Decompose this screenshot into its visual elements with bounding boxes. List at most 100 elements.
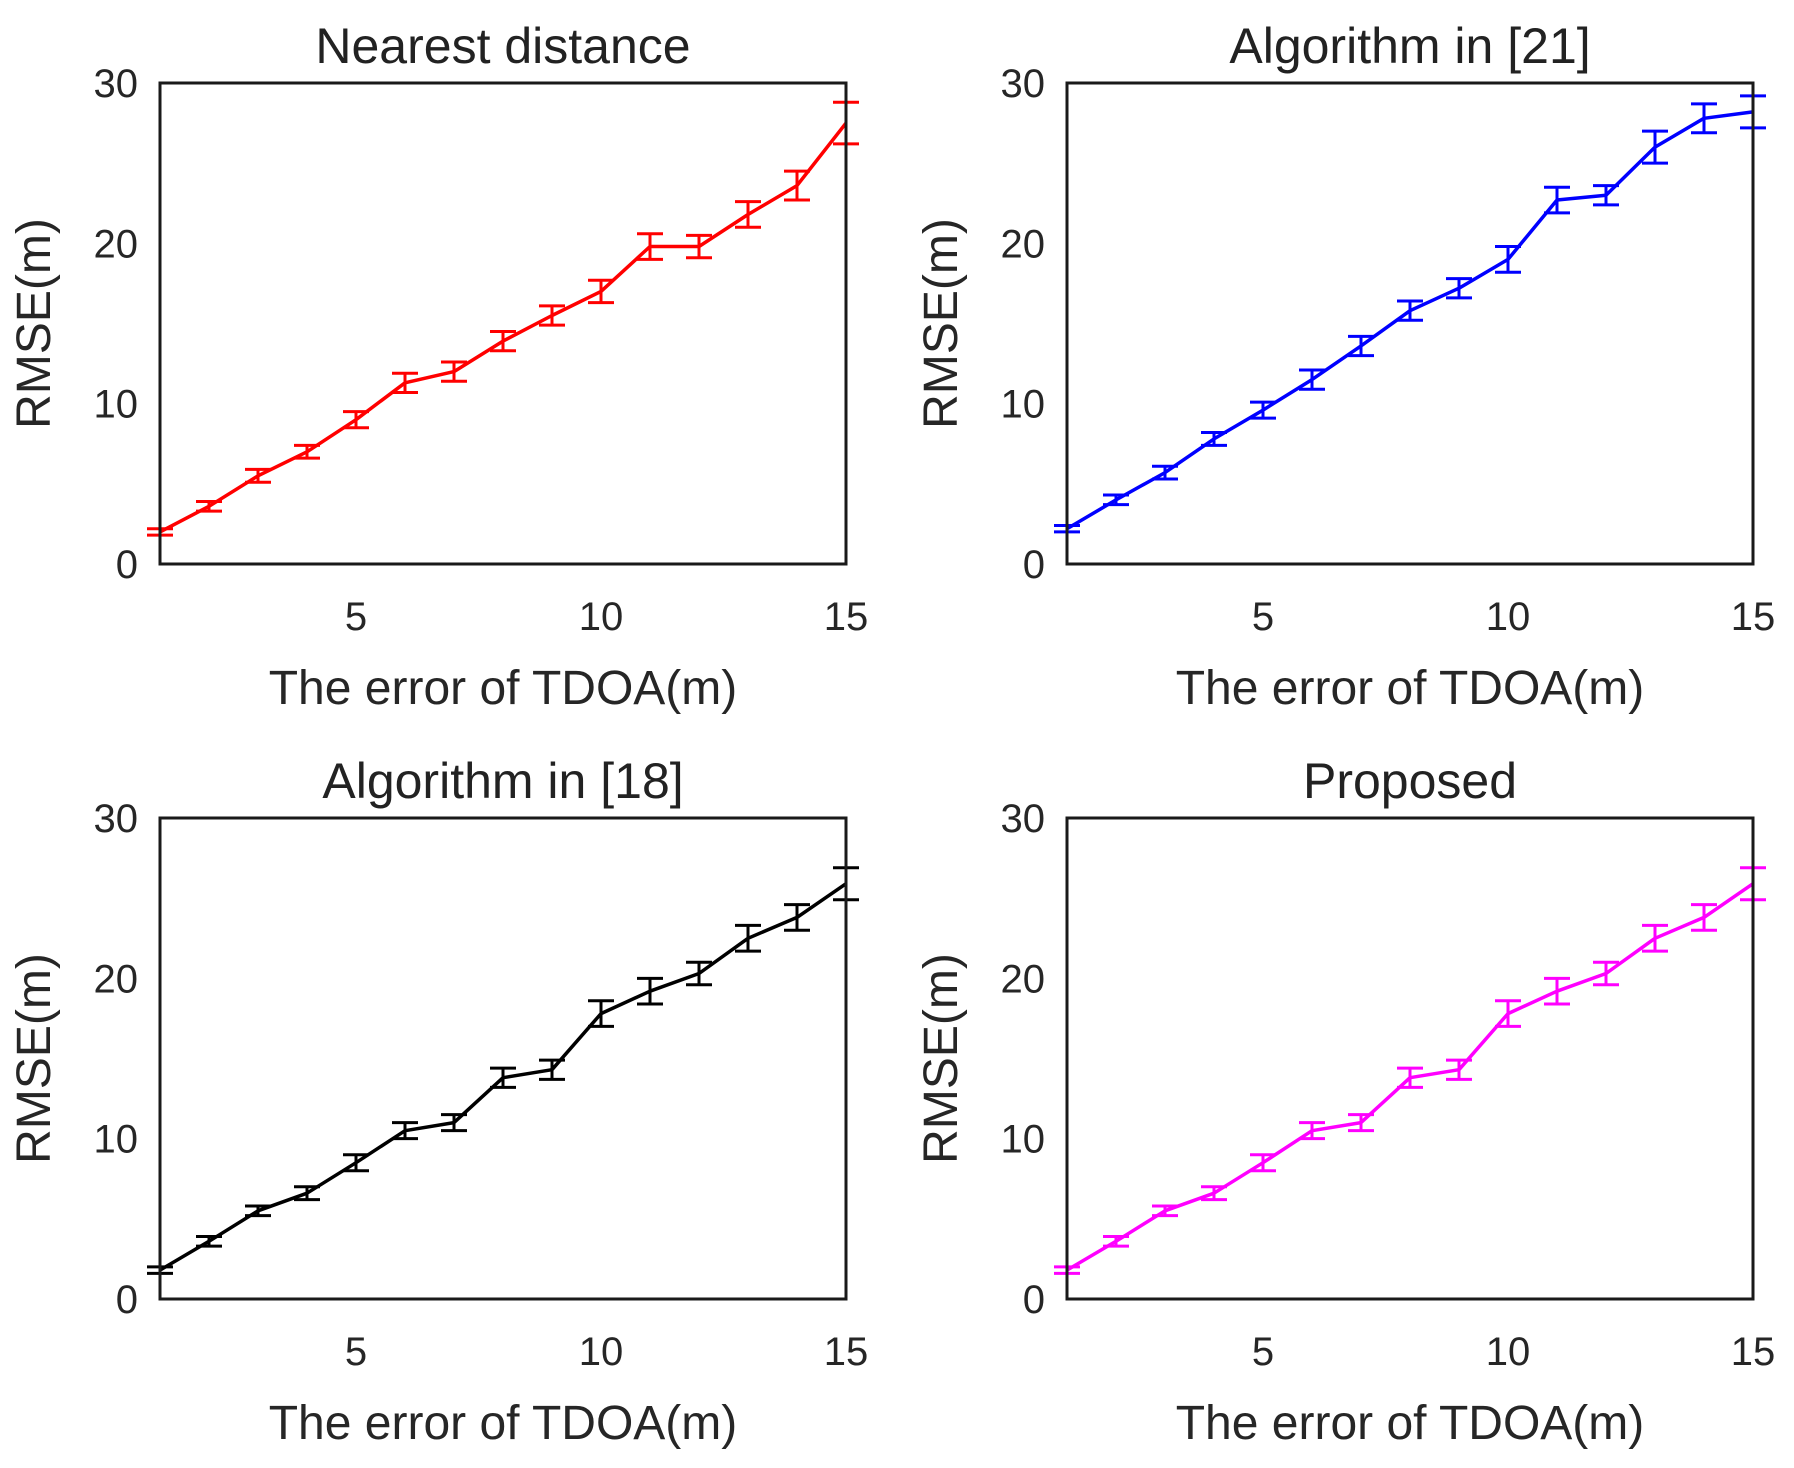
plot-frame xyxy=(1065,81,1755,566)
plot-frame xyxy=(158,81,848,566)
chart-title: Algorithm in [18] xyxy=(322,753,683,809)
error-bar-point xyxy=(588,999,614,1028)
x-tick-label: 10 xyxy=(579,595,624,639)
error-bar-point xyxy=(1446,277,1472,300)
x-axis-label: The error of TDOA(m) xyxy=(1176,662,1645,715)
error-bar-point xyxy=(1299,368,1325,391)
error-bar-point xyxy=(1152,464,1178,481)
error-bar-point xyxy=(1446,1058,1472,1081)
error-bar-point xyxy=(1152,1204,1178,1218)
error-bar-point xyxy=(1495,999,1521,1028)
chart-panel-algorithm-in-21: Algorithm in [21] 0 10 20 30 5 10 15 The error o… xyxy=(915,18,1775,715)
error-bar-point xyxy=(441,360,467,383)
error-bar-point xyxy=(1544,976,1570,1006)
y-tick-label: 20 xyxy=(94,222,139,266)
error-bar-point xyxy=(539,1058,565,1081)
error-bar-point xyxy=(784,169,810,202)
error-bar-point xyxy=(1201,431,1227,447)
error-bar-point xyxy=(196,499,222,513)
y-axis-label: RMSE(m) xyxy=(915,953,968,1164)
error-bar-point xyxy=(196,1234,222,1248)
x-tick-label: 15 xyxy=(824,1330,869,1374)
error-bar-point xyxy=(1397,299,1423,322)
chart-panel-proposed: Proposed 0 10 20 30 5 10 15 The error of TDOA(m)… xyxy=(915,753,1775,1450)
x-axis-label: The error of TDOA(m) xyxy=(269,1397,738,1450)
chart-panel-nearest-distance: Nearest distance 0 10 20 30 5 10 15 The error of… xyxy=(8,18,868,715)
error-bar-point xyxy=(588,278,614,305)
error-bar-point xyxy=(1593,960,1619,987)
error-bar-point xyxy=(1201,1185,1227,1202)
error-bar-point xyxy=(343,410,369,430)
error-bar-point xyxy=(637,976,663,1006)
error-bar-point xyxy=(490,1066,516,1089)
y-tick-label: 20 xyxy=(94,957,139,1001)
error-bar-point xyxy=(1103,493,1129,507)
error-bar-point xyxy=(1642,923,1668,953)
x-tick-label: 15 xyxy=(824,595,869,639)
x-tick-label: 5 xyxy=(345,1330,367,1374)
error-bar-point xyxy=(1299,1121,1325,1141)
error-bar-point xyxy=(245,467,271,484)
error-bar-point xyxy=(1495,245,1521,274)
y-tick-label: 0 xyxy=(1023,1278,1045,1322)
error-bar-point xyxy=(539,304,565,327)
x-axis-label: The error of TDOA(m) xyxy=(269,662,738,715)
error-bar-point xyxy=(1691,102,1717,135)
error-bar-point xyxy=(1691,903,1717,932)
x-tick-label: 10 xyxy=(1486,595,1531,639)
error-bar-point xyxy=(294,443,320,460)
error-bar-point xyxy=(1348,334,1374,358)
y-tick-label: 10 xyxy=(1001,383,1046,427)
y-tick-label: 10 xyxy=(94,1118,139,1162)
plot-frame xyxy=(1065,816,1755,1301)
y-tick-label: 0 xyxy=(116,543,138,587)
error-bar-point xyxy=(1103,1234,1129,1248)
chart-panel-algorithm-in-18: Algorithm in [18] 0 10 20 30 5 10 15 The error o… xyxy=(8,753,868,1450)
chart-title: Proposed xyxy=(1303,753,1517,809)
chart-title: Nearest distance xyxy=(315,18,690,74)
y-tick-label: 0 xyxy=(116,1278,138,1322)
x-tick-label: 5 xyxy=(1252,1330,1274,1374)
y-tick-label: 10 xyxy=(1001,1118,1046,1162)
y-tick-label: 20 xyxy=(1001,222,1046,266)
error-bar-point xyxy=(392,371,418,394)
error-bar-point xyxy=(735,200,761,229)
error-bar-point xyxy=(1397,1066,1423,1089)
error-bar-point xyxy=(392,1121,418,1141)
error-bar-point xyxy=(441,1113,467,1133)
chart-title: Algorithm in [21] xyxy=(1229,18,1590,74)
x-tick-label: 5 xyxy=(1252,595,1274,639)
error-bar-point xyxy=(1544,185,1570,215)
x-tick-label: 10 xyxy=(579,1330,624,1374)
x-tick-label: 5 xyxy=(345,595,367,639)
y-tick-label: 0 xyxy=(1023,543,1045,587)
y-tick-label: 30 xyxy=(1001,797,1046,841)
error-bar-point xyxy=(490,330,516,353)
error-bar-point xyxy=(735,923,761,953)
x-axis-label: The error of TDOA(m) xyxy=(1176,1397,1645,1450)
error-bar-point xyxy=(784,903,810,932)
error-bar-point xyxy=(686,960,712,987)
x-tick-label: 10 xyxy=(1486,1330,1531,1374)
x-tick-label: 15 xyxy=(1731,595,1776,639)
error-bar-point xyxy=(1250,1153,1276,1173)
y-tick-label: 30 xyxy=(94,62,139,106)
error-bar-point xyxy=(1642,129,1668,165)
error-bar-point xyxy=(1250,400,1276,420)
error-bar-point xyxy=(637,232,663,261)
y-tick-label: 20 xyxy=(1001,957,1046,1001)
error-bar-point xyxy=(1348,1113,1374,1133)
error-bar-point xyxy=(343,1153,369,1173)
x-tick-label: 15 xyxy=(1731,1330,1776,1374)
y-tick-label: 10 xyxy=(94,383,139,427)
plot-frame xyxy=(158,816,848,1301)
error-bar-point xyxy=(294,1185,320,1202)
y-axis-label: RMSE(m) xyxy=(915,218,968,429)
error-bar-point xyxy=(686,233,712,260)
y-axis-label: RMSE(m) xyxy=(8,218,61,429)
y-tick-label: 30 xyxy=(1001,62,1046,106)
y-tick-label: 30 xyxy=(94,797,139,841)
error-bar-point xyxy=(245,1204,271,1218)
y-axis-label: RMSE(m) xyxy=(8,953,61,1164)
